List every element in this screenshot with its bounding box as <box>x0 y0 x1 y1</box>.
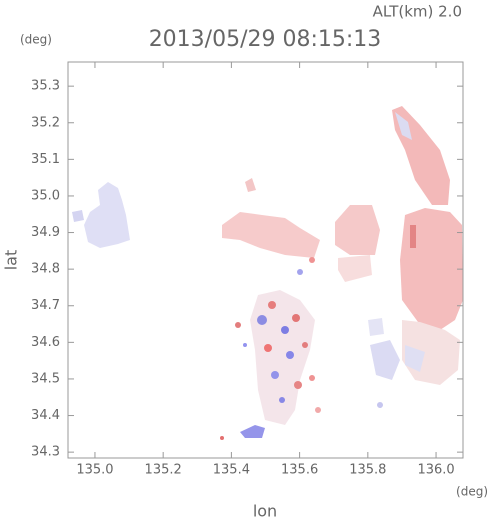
x-unit: (deg) <box>456 485 488 499</box>
x-tick-label: 135.0 <box>76 463 113 478</box>
y-tick-label: 34.8 <box>31 262 60 277</box>
y-axis-title: lat <box>2 250 21 271</box>
x-tick-label: 135.6 <box>281 463 318 478</box>
y-tick-label: 34.7 <box>31 298 60 313</box>
echo-field <box>72 106 463 440</box>
y-tick-label: 34.5 <box>31 371 60 386</box>
x-tick-label: 135.8 <box>349 463 386 478</box>
altitude-label: ALT(km) 2.0 <box>373 3 462 21</box>
y-tick-label: 34.3 <box>31 445 60 460</box>
y-tick-label: 34.4 <box>31 408 60 423</box>
y-tick-label: 35.0 <box>31 188 60 203</box>
y-tick-label: 34.9 <box>31 225 60 240</box>
y-tick-label: 35.3 <box>31 79 60 94</box>
x-tick-label: 135.4 <box>213 463 250 478</box>
x-tick-label: 135.2 <box>145 463 182 478</box>
x-tick-label: 136.0 <box>417 463 454 478</box>
y-tick-label: 34.6 <box>31 335 60 350</box>
y-tick-label: 35.1 <box>31 152 60 167</box>
y-tick-label: 35.2 <box>31 115 60 130</box>
plot-frame <box>67 61 464 459</box>
y-unit: (deg) <box>20 33 52 47</box>
x-axis-title: lon <box>253 502 277 521</box>
chart-title: 2013/05/29 08:15:13 <box>149 27 382 52</box>
